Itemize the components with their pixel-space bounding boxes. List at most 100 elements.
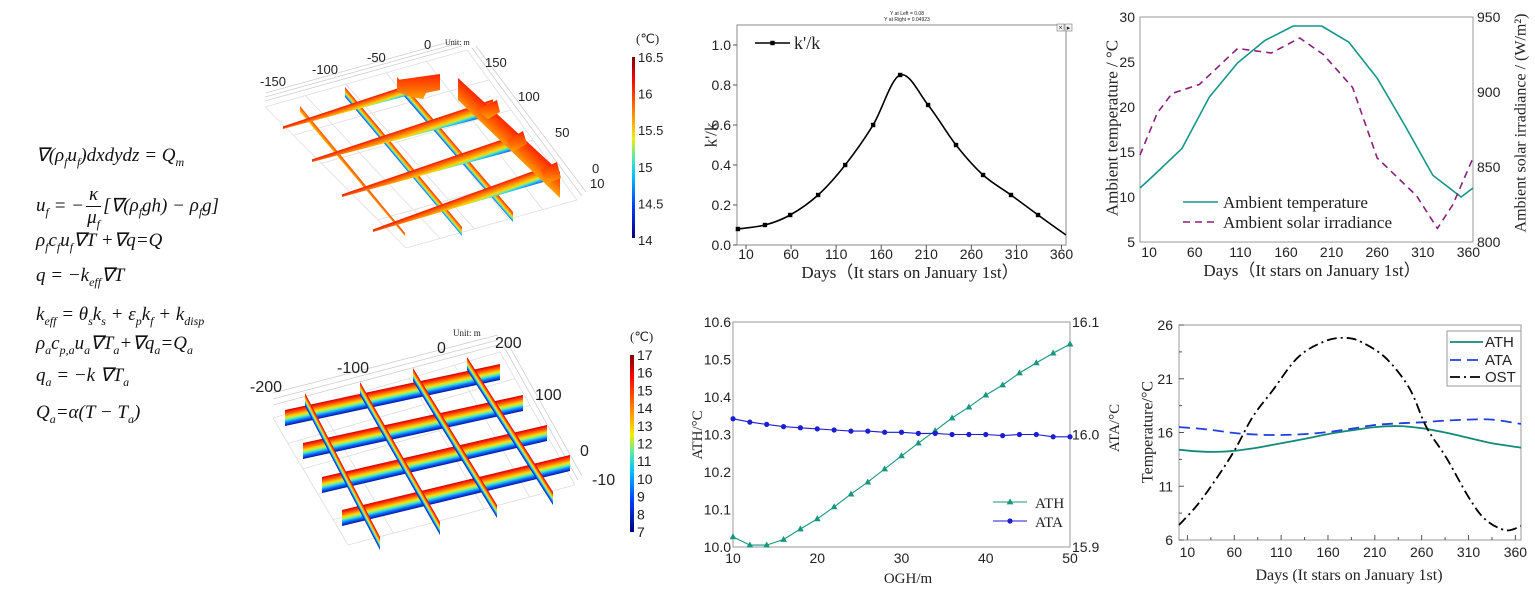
governing-equations: ∇(ρfuf)dxdydz = Qm uf = − κ μf [∇(ρfgh) − ρf… [0,0,250,591]
x-tick-label: 110 [1270,544,1293,560]
math-symbol: c [48,230,57,251]
math-token: kf [142,304,154,329]
data-point [966,431,972,438]
colorbar-tick-label: 8 [637,506,645,522]
colorbar-tick-label: 17 [637,347,653,363]
pipe-column-face [413,368,497,519]
data-point [787,212,793,218]
math-token: = [160,333,173,354]
math-symbol: κ [89,184,99,205]
x-tick-label: -150 [260,74,286,89]
data-point [881,465,889,472]
chart-ath-ata-vs-ogh: 10 20 30 40 50 10.0 10.1 10.2 10.3 10.4 10.5 10.6 15… [690,314,1123,587]
x-tick-label: 210 [915,246,939,262]
data-point [1008,192,1014,198]
pipe-column-face [305,393,380,551]
button-frame[interactable] [1056,23,1065,32]
colorbar-tick-label: 14.5 [638,196,663,211]
pipe-column [300,106,405,236]
colorbar-tick-label: 16.5 [638,50,663,65]
x-axis-label: OGH/m [884,571,933,587]
math-symbol: = −k ∇ [51,365,113,386]
pipe-row-face [342,455,570,526]
math-token: ∇( [36,145,55,166]
math-token: = −k ∇ [51,365,113,386]
x-tick-label: 310 [1005,246,1029,262]
colorbar-unit-label: (℃) [636,31,659,46]
math-symbol: )dxdydz = [80,145,162,166]
data-point [1016,431,1023,438]
y2-tick-label: 16.1 [1072,314,1099,330]
math-symbol: ρ [36,230,46,251]
math-token: = − [49,195,84,216]
colorbar-tick-label: 12 [637,436,653,452]
math-token: θs [78,304,93,329]
math-token: [∇( [103,195,129,216]
math-token: ρf [36,230,48,255]
equation-4: q = −keff∇T [36,266,124,290]
math-symbol: Q [161,145,176,166]
y2-tick-label: 16.0 [1072,427,1099,443]
math-subscript: a [45,343,52,357]
math-symbol: ρ [129,195,139,217]
x-axis-label: Days (It stars on January 1st) [1255,567,1442,584]
y-axis-label: Temperature/°C [1140,381,1157,483]
x-tick-label: 60 [783,246,799,262]
y-tick-label: 150 [485,55,507,70]
y-tick-label: 10.6 [704,314,731,330]
close-button[interactable]: × [1056,23,1065,32]
x-tick-label: 260 [960,246,984,262]
math-token: = [56,304,78,325]
data-point [730,416,736,422]
fraction-denominator: μf [86,207,101,231]
x-tick-label: 360 [1457,244,1481,260]
unit-label: Unit: m [453,328,481,338]
math-subscript: f [77,155,81,169]
arrow-right-icon[interactable]: ▸ [1067,25,1071,32]
colorbar-tick-label: 14 [638,233,652,248]
z-tick-label: 10 [590,176,604,191]
y2-tick-label: 800 [1477,234,1501,250]
math-subscript: f [198,205,203,220]
y-tick-label: 30 [1119,9,1135,25]
math-symbol: ρ [55,145,65,166]
math-subscript: s [101,314,106,328]
math-symbol: [∇( [103,195,130,217]
math-symbol: θ [78,304,89,325]
data-point [747,419,753,425]
legend-entry: Ambient solar irradiance [1183,213,1392,232]
math-symbol: T [112,365,124,386]
data-point [1016,369,1023,376]
math-symbol: +∇ [119,333,145,354]
series-line [1178,425,1522,453]
button-frame[interactable] [1064,23,1073,32]
data-point [1066,340,1074,347]
equation-2: uf = − κ μf [∇(ρfgh) − ρfg] [36,184,220,231]
x-tick-label: 310 [1411,244,1435,260]
math-symbol: T [117,402,128,423]
y2-axis-label: Ambient solar irradiance / (W/m²) [1513,14,1530,233]
colorbar-tick-label: 15.5 [638,123,663,138]
data-point [864,478,872,485]
math-token: qa [145,333,161,358]
x-tick-label: 260 [1366,244,1390,260]
y-tick-label: 0.8 [712,77,732,93]
math-token: cf [48,230,60,255]
math-symbol: g] [202,195,220,217]
legend-label: Ambient temperature [1223,193,1368,212]
pipe-column [397,77,513,223]
x-tick-label: 10 [725,550,741,566]
pipe-row [342,132,523,197]
y-tick-label: 6 [1165,532,1173,548]
y-tick-label: 10.2 [704,464,731,480]
plot-frame [736,24,1067,246]
equation-5: keff = θsks + εpkf + kdisp [36,304,204,329]
math-token: qa [36,365,52,390]
legend-entry: Ambient temperature [1183,193,1368,212]
close-icon[interactable]: × [1058,25,1062,32]
arrow-right-button[interactable]: ▸ [1064,23,1073,32]
data-point [830,503,838,510]
pipe-fin [507,131,527,152]
math-symbol: = [160,333,174,354]
